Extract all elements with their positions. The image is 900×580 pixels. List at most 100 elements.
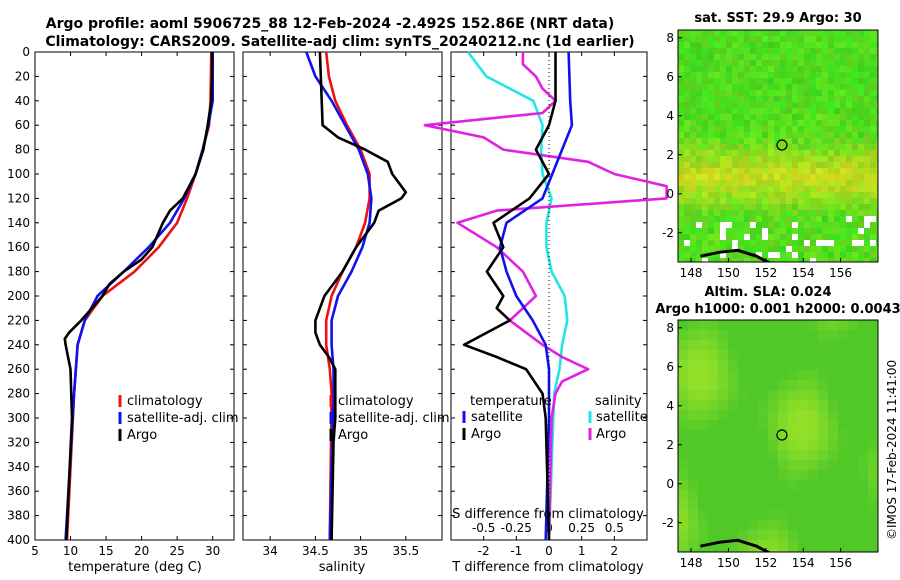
map-cell [810,198,817,205]
map-cell [714,198,721,205]
map-cell [756,102,763,109]
map-cell [828,410,839,421]
map-cell [852,150,859,157]
map-cell [858,162,865,169]
map-cell [744,42,751,49]
map-cell [876,30,878,37]
map-cell [792,198,799,205]
map-cell [786,132,793,139]
map-cell [858,320,869,331]
map-cell [858,102,865,109]
map-cell [780,150,787,157]
map-cell [808,360,819,371]
map-cell [848,340,859,351]
map-cell [868,350,878,361]
map-cell [834,126,841,133]
map-cell [678,198,685,205]
map-cell [792,78,799,85]
map-cell [846,240,853,247]
map-cell [756,210,763,217]
map-cell [864,192,871,199]
map-cell [738,114,745,121]
map-cell [810,48,817,55]
map-cell [762,174,769,181]
map-cell [744,102,751,109]
map-cell [768,330,779,341]
map-cell [708,114,715,121]
map-cell [876,36,878,43]
map-cell [846,54,853,61]
map-cell [684,246,691,253]
map-cell [858,470,869,481]
map-cell [786,30,793,37]
map-cell [690,234,697,241]
map-cell [786,108,793,115]
map-cell [864,60,871,67]
map-cell [732,162,739,169]
map-cell [858,450,869,461]
map-cell [708,240,715,247]
map-cell [688,510,699,521]
map-cell [798,390,809,401]
map-cell [708,258,715,262]
map-cell [774,204,781,211]
map-cell [786,192,793,199]
map-cell [696,72,703,79]
map-cell [876,84,878,91]
map-cell [864,186,871,193]
map-cell [708,390,719,401]
map-cell [858,180,865,187]
map-cell [864,174,871,181]
map-cell [858,126,865,133]
map-cell [780,234,787,241]
map-cell [750,228,757,235]
map-cell [786,168,793,175]
map-cell [864,42,871,49]
map-cell [834,66,841,73]
map-cell [798,78,805,85]
map-cell [732,120,739,127]
map-cell [744,108,751,115]
map-cell [758,490,769,501]
map-cell [846,258,853,262]
map-cell [774,258,781,262]
map-cell [738,126,745,133]
map-cell [870,234,877,241]
map-cell [762,126,769,133]
map-cell [748,400,759,411]
map-cell [798,330,809,341]
map-cell [852,84,859,91]
map-cell [678,350,689,361]
map-cell [816,138,823,145]
map-cell [788,420,799,431]
map-cell [870,108,877,115]
map-cell [818,470,829,481]
map-cell [818,530,829,541]
map-cell [864,90,871,97]
map-cell [870,48,877,55]
map-cell [852,144,859,151]
map-cell [822,156,829,163]
map-cell [840,252,847,259]
map-cell [838,460,849,471]
map-cell [846,78,853,85]
map-cell [708,144,715,151]
map-cell [858,228,865,235]
map-cell [714,48,721,55]
map-cell [810,132,817,139]
map-cell [798,490,809,501]
map-cell [876,138,878,145]
map-cell [810,108,817,115]
map-cell [852,234,859,241]
map-cell [702,132,709,139]
map-cell [786,228,793,235]
map-cell [864,228,871,235]
map-cell [834,204,841,211]
map-cell [690,90,697,97]
map-cell [678,490,689,501]
map-cell [818,510,829,521]
map-cell [864,198,871,205]
map-cell [732,138,739,145]
map-cell [838,530,849,541]
map-cell [838,550,849,552]
